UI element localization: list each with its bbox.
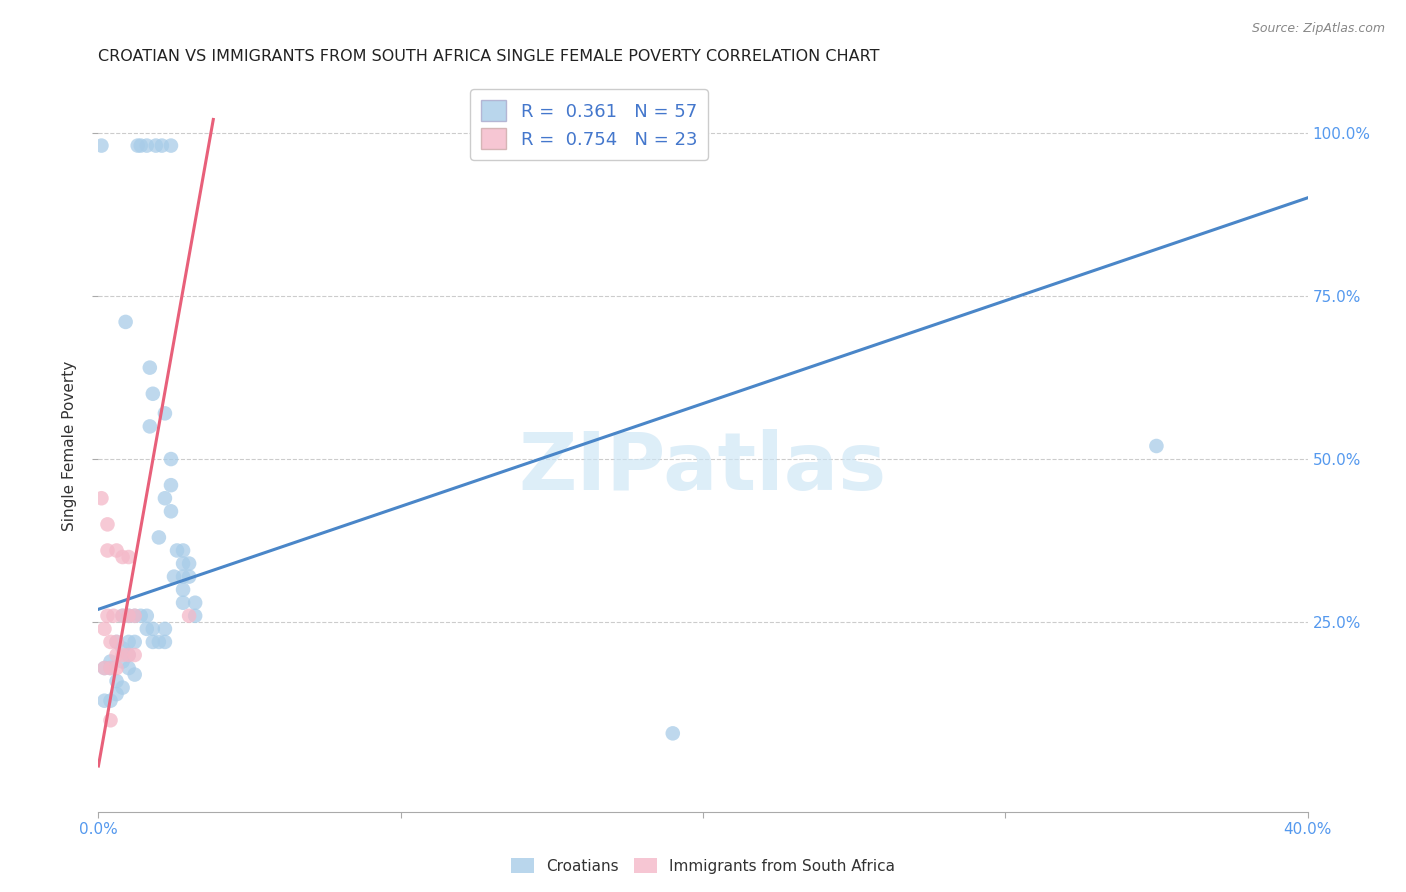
Point [142,386,165,401]
Point [93,661,115,675]
Point [172,569,194,583]
Point [96,608,118,623]
Point [135,622,157,636]
Point [96,543,118,558]
Point [105,687,128,701]
Point [661,726,683,740]
Point [129,138,152,153]
Point [90,138,112,153]
Point [111,608,134,623]
Point [118,648,141,662]
Point [111,549,134,564]
Point [142,635,165,649]
Point [160,138,183,153]
Point [96,517,118,532]
Text: ZIPatlas: ZIPatlas [519,429,887,507]
Text: Source: ZipAtlas.com: Source: ZipAtlas.com [1251,22,1385,36]
Point [148,635,170,649]
Point [118,635,141,649]
Point [166,543,188,558]
Point [153,635,176,649]
Point [1144,439,1167,453]
Point [118,661,141,675]
Legend: R =  0.361   N = 57, R =  0.754   N = 23: R = 0.361 N = 57, R = 0.754 N = 23 [470,89,709,160]
Point [145,138,167,153]
Point [160,478,183,492]
Point [93,622,115,636]
Point [100,694,122,708]
Point [105,648,128,662]
Point [105,635,128,649]
Point [111,655,134,669]
Point [139,419,162,434]
Point [135,608,157,623]
Point [118,549,141,564]
Point [142,622,165,636]
Point [105,661,128,675]
Point [118,648,141,662]
Point [105,635,128,649]
Point [100,635,122,649]
Point [127,138,149,153]
Point [124,608,146,623]
Point [184,608,207,623]
Point [172,582,194,597]
Point [179,608,201,623]
Point [163,569,186,583]
Point [124,667,146,681]
Point [100,714,122,728]
Point [111,681,134,695]
Point [172,543,194,558]
Point [148,530,170,544]
Point [111,648,134,662]
Point [124,648,146,662]
Point [114,315,136,329]
Point [160,452,183,467]
Point [124,635,146,649]
Point [100,661,122,675]
Point [135,138,157,153]
Point [160,504,183,518]
Point [150,138,173,153]
Point [111,608,134,623]
Point [139,360,162,375]
Point [118,608,141,623]
Point [100,655,122,669]
Point [153,491,176,506]
Point [179,557,201,571]
Text: CROATIAN VS IMMIGRANTS FROM SOUTH AFRICA SINGLE FEMALE POVERTY CORRELATION CHART: CROATIAN VS IMMIGRANTS FROM SOUTH AFRICA… [98,49,880,64]
Point [103,608,125,623]
Point [100,661,122,675]
Point [129,608,152,623]
Point [179,569,201,583]
Point [172,596,194,610]
Point [124,608,146,623]
Point [93,661,115,675]
Point [90,491,112,506]
Legend: Croatians, Immigrants from South Africa: Croatians, Immigrants from South Africa [505,852,901,880]
Point [184,596,207,610]
Point [105,674,128,689]
Y-axis label: Single Female Poverty: Single Female Poverty [62,361,77,531]
Point [111,641,134,656]
Point [172,557,194,571]
Point [105,543,128,558]
Point [118,608,141,623]
Point [153,406,176,420]
Point [153,622,176,636]
Point [93,694,115,708]
